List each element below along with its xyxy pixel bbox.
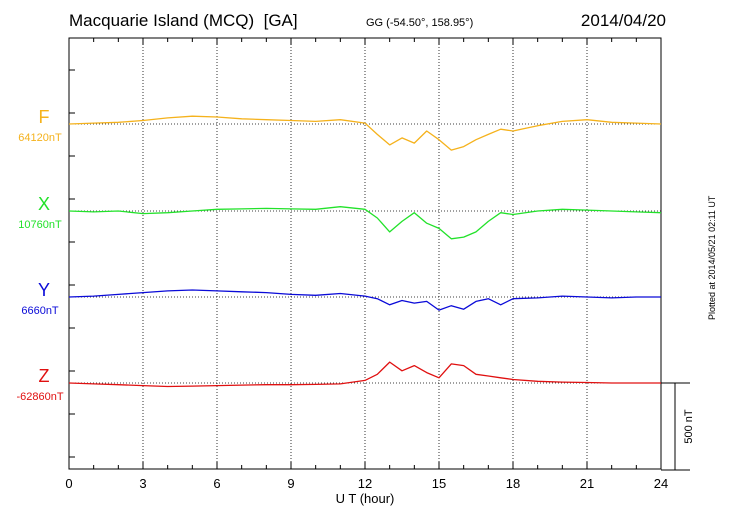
station-title: Macquarie Island (MCQ) [GA] — [69, 11, 298, 30]
x-axis-label: U T (hour) — [336, 491, 395, 506]
chart-date: 2014/04/20 — [580, 11, 666, 30]
series-name-z: Z — [39, 366, 50, 386]
x-tick-label: 3 — [139, 476, 146, 491]
series-name-x: X — [38, 194, 50, 214]
x-tick-label: 6 — [213, 476, 220, 491]
station-coordinates: GG (-54.50°, 158.95°) — [366, 17, 474, 29]
series-baseline-label-y: 6660nT — [21, 305, 59, 317]
x-tick-label: 12 — [358, 476, 372, 491]
x-tick-label: 9 — [287, 476, 294, 491]
x-tick-label: 21 — [580, 476, 594, 491]
x-tick-label: 0 — [65, 476, 72, 491]
series-line-z — [68, 361, 661, 388]
series-line-x — [68, 206, 662, 240]
series-baseline-label-f: 64120nT — [18, 132, 62, 144]
series-line-f — [68, 115, 662, 151]
scale-bar-label: 500 nT — [683, 409, 695, 444]
series-line-y — [68, 289, 661, 311]
series-baseline-label-x: 10760nT — [18, 219, 62, 231]
x-tick-label: 24 — [654, 476, 668, 491]
x-tick-label: 15 — [432, 476, 446, 491]
plotted-timestamp: Plotted at 2014/05/21 02:11 UT — [707, 195, 717, 320]
series-name-y: Y — [38, 280, 50, 300]
series-name-f: F — [39, 107, 50, 127]
x-tick-label: 18 — [506, 476, 520, 491]
series-baseline-label-z: -62860nT — [16, 391, 63, 403]
